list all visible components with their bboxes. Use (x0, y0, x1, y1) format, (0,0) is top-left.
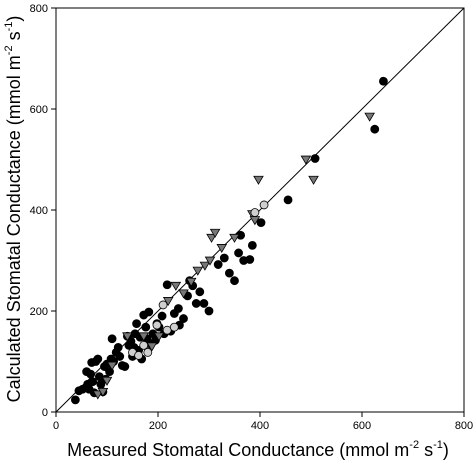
data-point-triangle (206, 233, 217, 243)
data-point-circle (379, 76, 388, 86)
data-point-triangle (300, 155, 312, 165)
data-point-triangle (178, 289, 189, 299)
data-point-circle (141, 322, 151, 332)
data-point-triangle (138, 332, 150, 342)
data-point-triangle (122, 332, 133, 342)
data-point-triangle (185, 277, 197, 287)
data-point-circle (143, 348, 153, 357)
one-to-one-line (55, 7, 465, 413)
data-point-circle (250, 208, 260, 217)
y-tick-label: 0 (42, 407, 48, 419)
data-point-triangle (229, 233, 240, 243)
data-point-circle (169, 322, 179, 332)
data-point-circle (247, 240, 257, 250)
data-point-circle (195, 287, 205, 297)
x-tick-label: 400 (251, 420, 269, 432)
data-point-triangle (170, 281, 182, 291)
data-point-circle (173, 304, 183, 313)
axis-ticks: 0 200 400 600 800 0 200 400 600 800 (30, 3, 474, 432)
data-point-circle (115, 352, 125, 361)
data-point-triangle (146, 342, 158, 352)
data-point-circle (370, 124, 380, 134)
data-point-circle (157, 311, 167, 321)
data-point-triangle (153, 332, 165, 342)
data-point-circle (132, 319, 141, 329)
data-point-circle (191, 299, 201, 308)
data-point-triangle (308, 175, 319, 185)
data-point-circle (158, 300, 168, 310)
data-point-triangle (92, 390, 104, 400)
reference-line-group (55, 7, 465, 413)
data-point-circle (134, 351, 144, 360)
data-point-circle (70, 395, 80, 405)
data-point-circle (144, 307, 154, 317)
data-points (70, 76, 388, 405)
x-tick-label: 600 (353, 420, 371, 432)
data-point-circle (224, 268, 234, 278)
x-tick-label: 0 (53, 420, 59, 432)
data-point-triangle (364, 112, 375, 122)
data-point-circle (120, 362, 130, 371)
x-tick-label: 800 (455, 420, 473, 432)
y-tick-label: 800 (30, 3, 48, 15)
data-point-circle (219, 253, 229, 263)
data-point-triangle (106, 361, 118, 371)
data-point-circle (179, 314, 188, 323)
data-point-circle (256, 218, 266, 228)
data-point-circle (230, 276, 239, 286)
data-point-circle (245, 255, 255, 264)
data-point-triangle (253, 175, 264, 185)
y-tick-label: 400 (30, 205, 48, 217)
data-point-circle (213, 260, 223, 269)
data-point-circle (139, 340, 149, 350)
y-axis-title: Calculated Stomatal Conductance (mmol m-… (3, 16, 24, 403)
data-point-triangle (199, 261, 211, 271)
data-point-circle (259, 200, 269, 210)
x-tick-label: 200 (149, 420, 167, 432)
data-point-circle (113, 342, 123, 352)
data-point-triangle (101, 376, 113, 386)
data-point-circle (199, 299, 209, 308)
data-point-triangle (209, 228, 221, 238)
data-point-triangle (204, 256, 216, 266)
data-point-circle (93, 354, 103, 364)
data-point-triangle (97, 387, 109, 397)
y-tick-label: 600 (30, 104, 48, 116)
data-point-circle (107, 334, 117, 344)
series-1 (92, 112, 375, 400)
data-point-circle (152, 320, 162, 330)
data-point-circle (88, 377, 98, 387)
data-point-triangle (216, 244, 228, 254)
data-point-circle (162, 280, 172, 290)
data-point-triangle (162, 297, 174, 307)
data-point-circle (310, 154, 320, 163)
data-point-circle (86, 369, 96, 379)
data-point-circle (283, 195, 293, 205)
data-point-circle (234, 248, 243, 258)
data-point-circle (204, 306, 214, 316)
series-2 (128, 200, 269, 360)
x-axis-title: Measured Stomatal Conductance (mmol m-2 … (67, 439, 449, 460)
data-point-triangle (192, 266, 204, 276)
y-tick-label: 200 (30, 306, 48, 318)
